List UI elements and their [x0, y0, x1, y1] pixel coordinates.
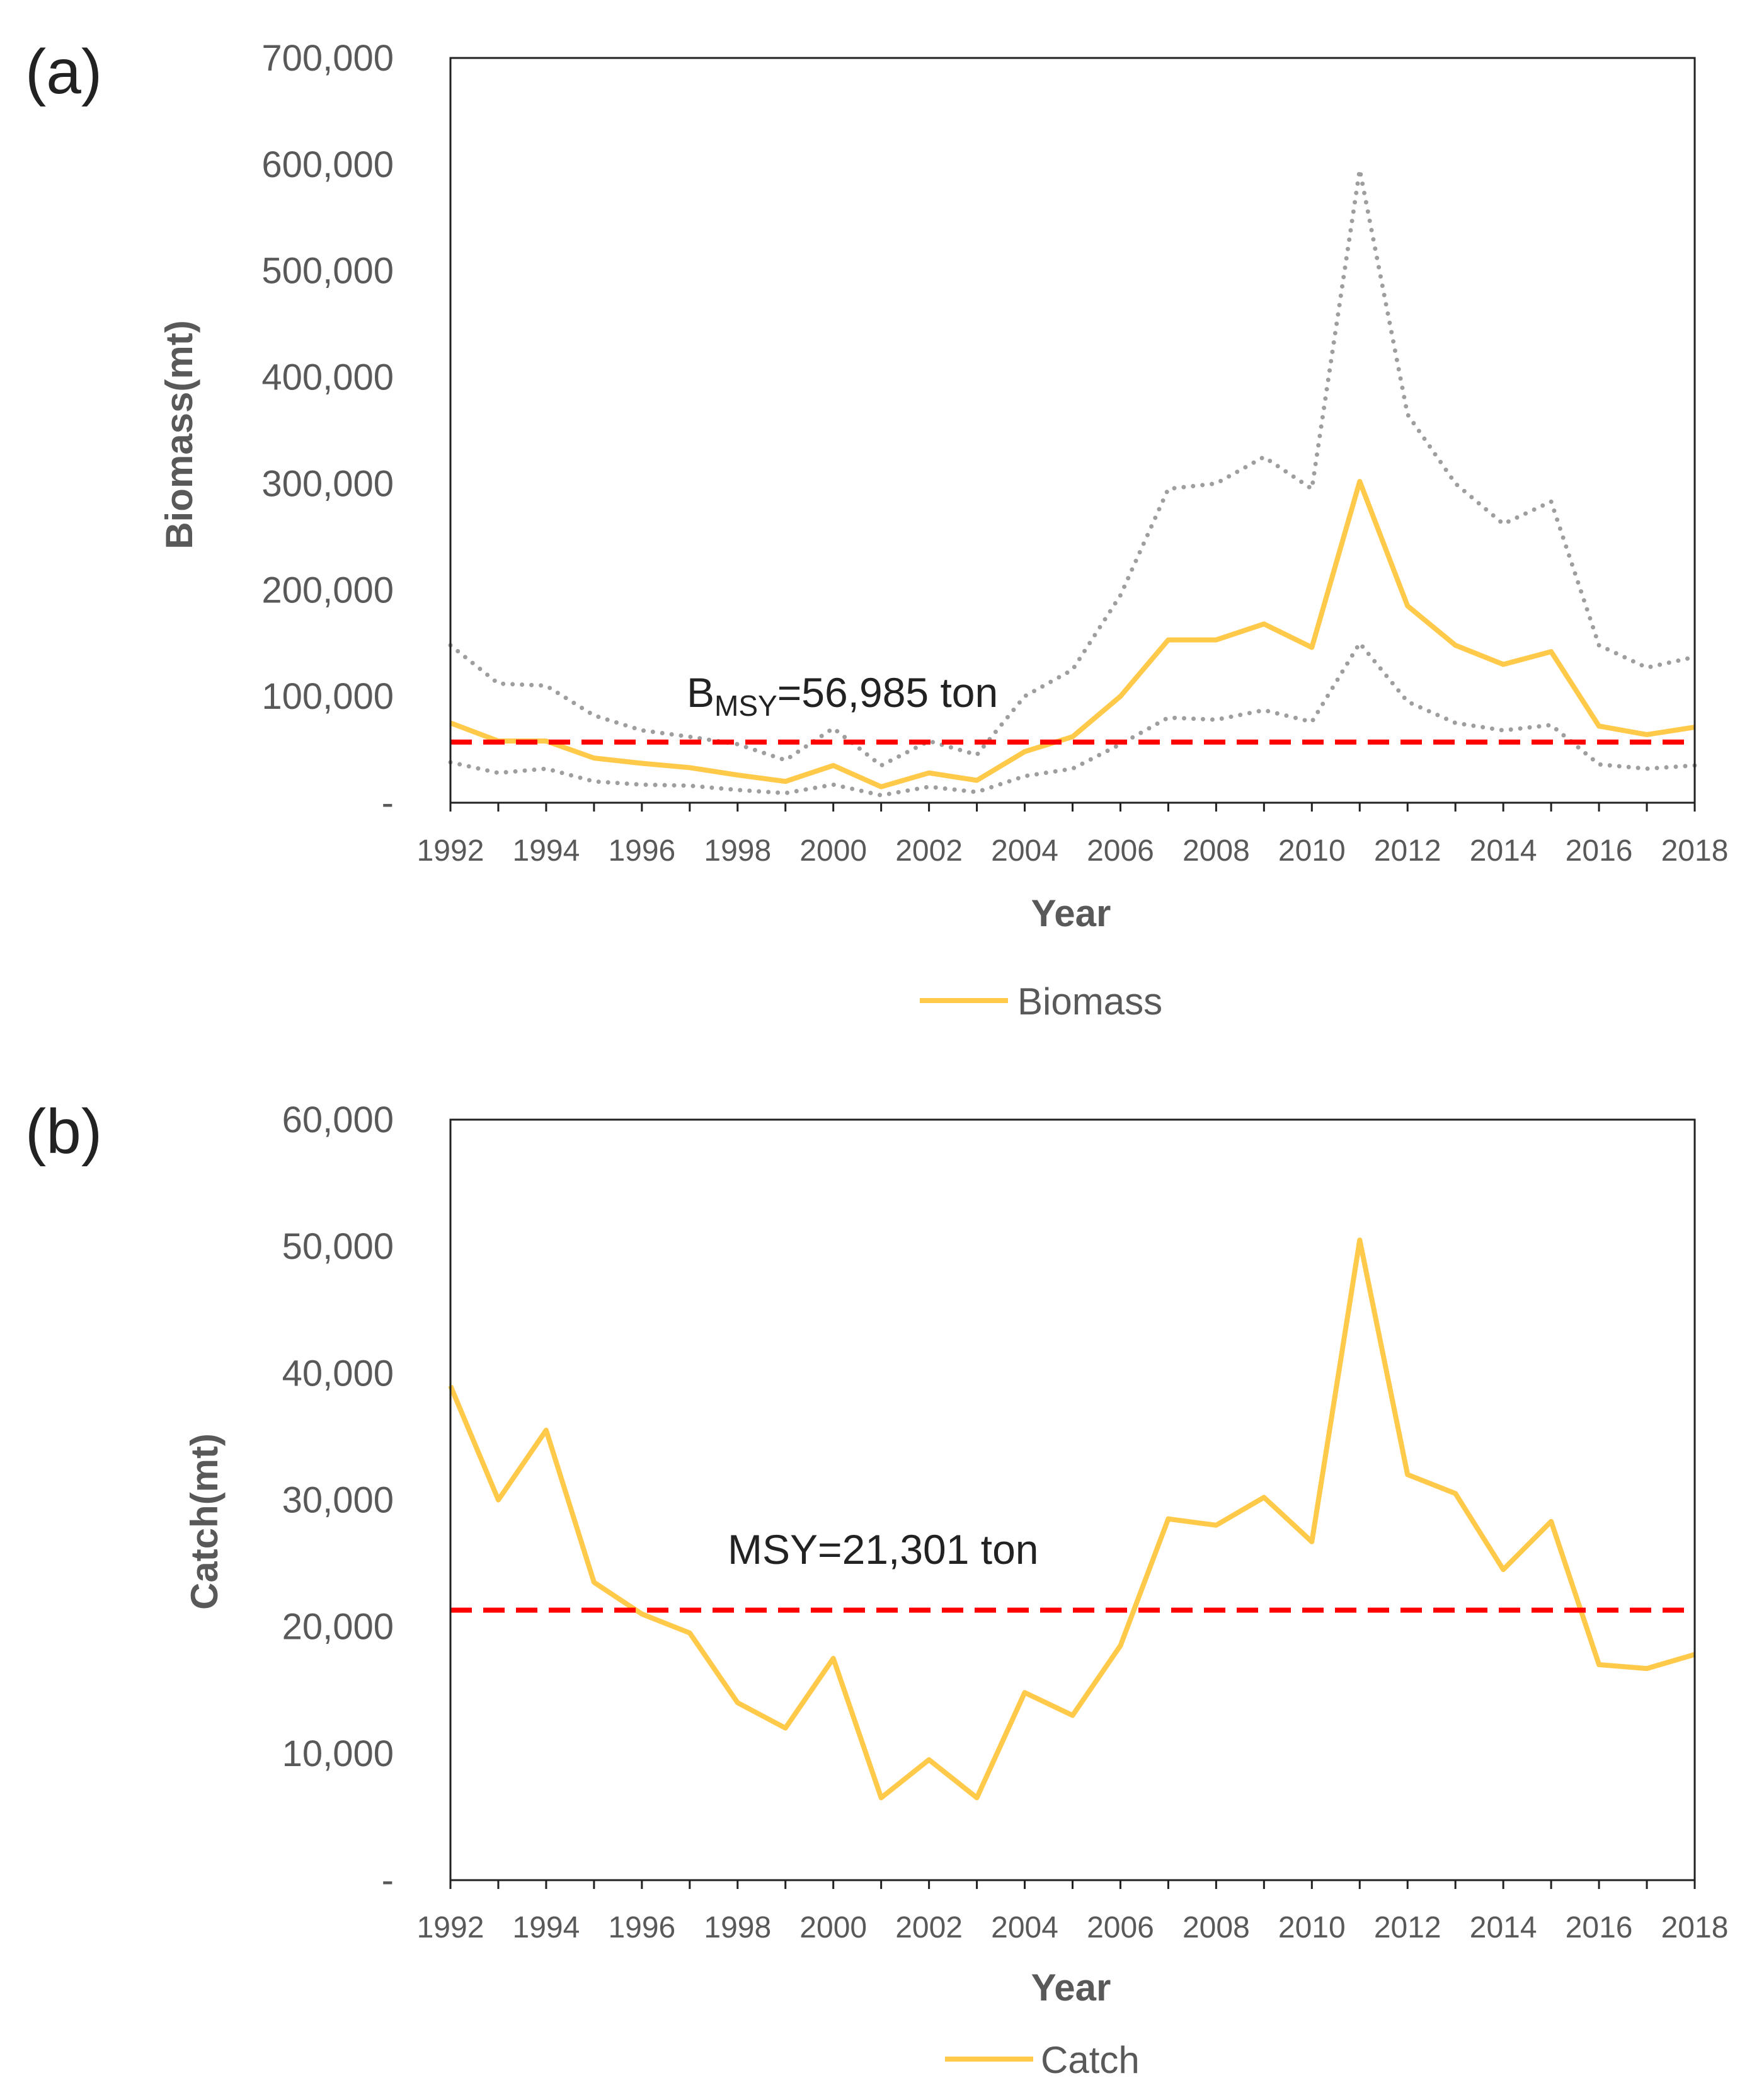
- panel-b-plot-frame: [449, 1118, 1696, 1881]
- panel-a-y-tick-label: 400,000: [261, 357, 394, 398]
- panel-a-x-tick-label: 1996: [608, 834, 675, 868]
- panel-a-biomass-chart: (a) - 100,000 200,000 300,000 400,000 500,000…: [25, 37, 1728, 1023]
- panel-a-x-tick-label: 2008: [1183, 834, 1250, 868]
- panel-a-x-tick-label: 1998: [704, 834, 771, 868]
- panel-a-y-tick-label: 100,000: [261, 676, 394, 717]
- panel-a-y-tick-label: -: [382, 783, 394, 824]
- panel-b-series: [448, 1237, 1696, 1801]
- panel-a-x-tick-label: 2000: [799, 834, 867, 868]
- panel-a-series-lower-line: [448, 641, 1697, 798]
- panel-b-x-tick-label: 2014: [1470, 1911, 1537, 1944]
- panel-b-x-tick-label: 2018: [1661, 1911, 1729, 1944]
- panel-a-y-tick-label: 500,000: [261, 251, 394, 292]
- panel-a-x-tick-label: 1992: [417, 834, 484, 868]
- panel-b-y-tick-label: 50,000: [282, 1226, 394, 1267]
- panel-a-x-tick-label: 2004: [991, 834, 1058, 868]
- panel-a-legend-label: Biomass: [1017, 980, 1162, 1023]
- panel-b-y-tick-label: 20,000: [282, 1607, 394, 1648]
- panel-b-y-axis-title: Catch(mt): [183, 1433, 226, 1610]
- panel-b-series-catch-line: [448, 1237, 1696, 1801]
- panel-b-reference-label: MSY=21,301 ton: [728, 1526, 1039, 1573]
- panel-a-x-tick-label: 2018: [1661, 834, 1729, 868]
- panel-a-x-tick-label: 2014: [1470, 834, 1537, 868]
- panel-a-x-tick-label: 2010: [1278, 834, 1346, 868]
- panel-b-y-tick-label: 40,000: [282, 1353, 394, 1394]
- panel-a-y-tick-label: 300,000: [261, 463, 394, 504]
- panel-a-series: [448, 167, 1697, 798]
- panel-b-y-tick-label: 10,000: [282, 1733, 394, 1774]
- panel-b-y-tick-label: -: [382, 1860, 394, 1901]
- panel-a-y-tick-label: 700,000: [261, 38, 394, 79]
- panel-b-x-tick-label: 2004: [991, 1911, 1058, 1944]
- panel-b-x-tick-label: 2016: [1566, 1911, 1633, 1944]
- panel-a-x-tick-label: 2002: [895, 834, 963, 868]
- panel-b-x-ticks: 1992 1994 1996 1998 2000 2002 2004 2006 2008 2010…: [417, 1880, 1729, 1944]
- panel-a-reference: BMSY=56,985 ton: [450, 669, 1695, 745]
- panel-a-label: (a): [25, 37, 102, 107]
- panel-b-y-tick-label: 60,000: [282, 1099, 394, 1140]
- panel-b-x-tick-label: 2010: [1278, 1911, 1346, 1944]
- panel-b-x-tick-label: 2000: [799, 1911, 867, 1944]
- panel-a-y-ticks: - 100,000 200,000 300,000 400,000 500,000 600,…: [261, 38, 394, 824]
- panel-a-x-tick-label: 2016: [1566, 834, 1633, 868]
- panel-b-x-tick-label: 2006: [1087, 1911, 1154, 1944]
- panel-a-plot-frame: [449, 57, 1696, 804]
- panel-b-y-tick-label: 30,000: [282, 1480, 394, 1521]
- panel-b-x-tick-label: 1994: [513, 1911, 580, 1944]
- panel-a-series-upper-line: [448, 167, 1697, 768]
- panel-a-y-tick-label: 200,000: [261, 570, 394, 611]
- panel-b-y-ticks: - 10,000 20,000 30,000 40,000 50,000 60,000: [282, 1099, 394, 1901]
- panel-b-x-tick-label: 2012: [1374, 1911, 1441, 1944]
- panel-b-x-tick-label: 2002: [895, 1911, 963, 1944]
- panel-b-reference: MSY=21,301 ton: [450, 1526, 1695, 1613]
- panel-a-x-tick-label: 1994: [513, 834, 580, 868]
- panel-a-y-tick-label: 600,000: [261, 144, 394, 185]
- panel-b-label: (b): [25, 1096, 102, 1167]
- panel-a-reference-label: BMSY=56,985 ton: [687, 669, 998, 722]
- panel-a-x-ticks: 1992 1994 1996 1998 2000 2002 2004 2006 2008 2010…: [417, 803, 1729, 868]
- panel-b-x-tick-label: 1992: [417, 1911, 484, 1944]
- panel-b-catch-chart: (b) - 10,000 20,000 30,000 40,000 50,000 60,00…: [25, 1096, 1728, 2081]
- panel-b-legend-label: Catch: [1041, 2039, 1140, 2081]
- panel-a-series-biomass-line: [449, 479, 1695, 789]
- panel-b-x-tick-label: 1996: [608, 1911, 675, 1944]
- panel-b-x-tick-label: 2008: [1183, 1911, 1250, 1944]
- panel-a-y-axis-title: Biomass(mt): [158, 320, 200, 549]
- panel-b-x-tick-label: 1998: [704, 1911, 771, 1944]
- panel-a-x-tick-label: 2012: [1374, 834, 1441, 868]
- panel-a-x-axis-title: Year: [1031, 892, 1111, 934]
- panel-a-x-tick-label: 2006: [1087, 834, 1154, 868]
- panel-b-x-axis-title: Year: [1031, 1966, 1111, 2009]
